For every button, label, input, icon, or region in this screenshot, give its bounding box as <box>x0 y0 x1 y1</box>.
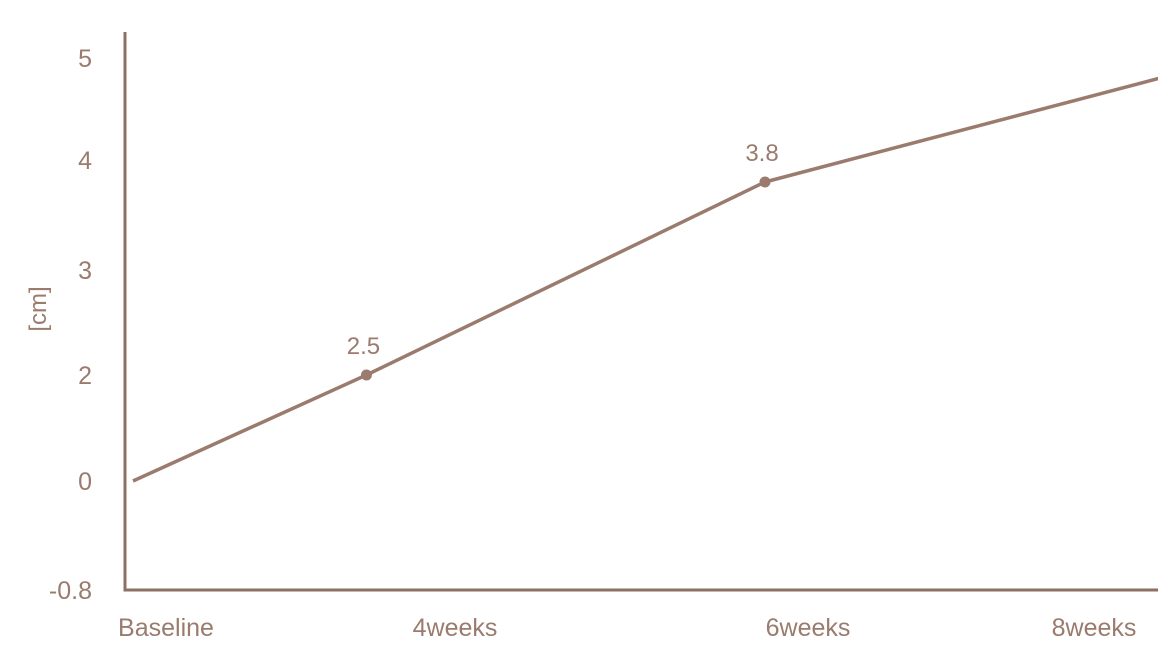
data-label: 3.8 <box>745 140 778 167</box>
x-tick-label: 4weeks <box>413 614 498 642</box>
y-tick-label: -0.8 <box>49 577 92 605</box>
series-line <box>132 76 1158 483</box>
y-axis-ticks: -0.8 0 2 3 4 5 <box>49 45 92 605</box>
x-tick-label: 8weeks <box>1052 614 1137 642</box>
y-tick-label: 4 <box>78 147 92 175</box>
y-tick-label: 0 <box>78 468 92 496</box>
plot-area: 2.53.85.2 <box>132 76 1158 483</box>
y-tick-label: 2 <box>78 362 92 390</box>
y-axis-title: [cm] <box>25 286 52 331</box>
data-point <box>360 369 372 381</box>
x-tick-label: Baseline <box>118 614 214 642</box>
y-tick-label: 3 <box>78 257 92 285</box>
data-point <box>759 176 771 188</box>
y-tick-label: 5 <box>78 45 92 73</box>
x-axis-ticks: Baseline 4weeks 6weeks 8weeks <box>118 614 1136 642</box>
data-label: 2.5 <box>347 333 380 360</box>
x-tick-label: 6weeks <box>766 614 851 642</box>
